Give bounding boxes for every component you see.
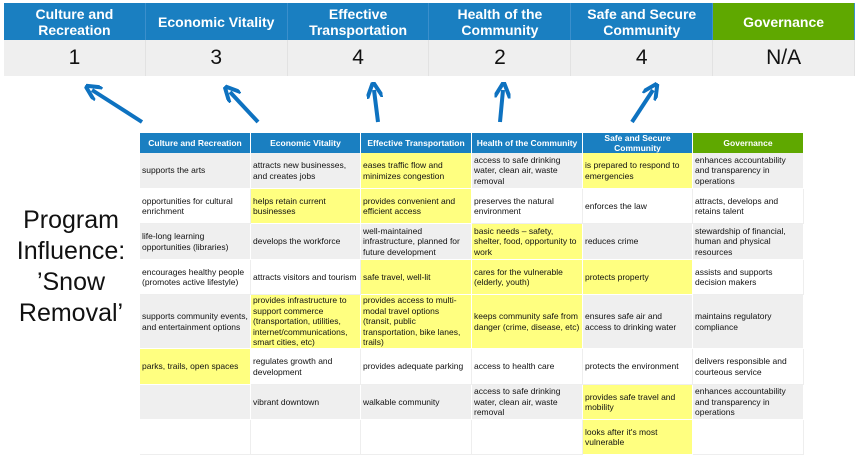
matrix-cell [251, 420, 361, 455]
matrix-cell: develops the workforce [251, 224, 361, 260]
matrix-cell [140, 420, 251, 455]
matrix-header: Health of the Community [472, 133, 583, 153]
matrix-cell: access to safe drinking water, clean air… [472, 385, 583, 420]
matrix-cell: regulates growth and development [251, 349, 361, 385]
matrix-cell [140, 385, 251, 420]
matrix-cell: access to safe drinking water, clean air… [472, 153, 583, 189]
matrix-cell: safe travel, well-lit [361, 260, 472, 295]
matrix-cell: stewardship of financial, human and phys… [693, 224, 804, 260]
matrix-cell: protects property [583, 260, 693, 295]
category-score: 1 [4, 40, 146, 76]
matrix-cell: walkable community [361, 385, 472, 420]
category-score: 4 [571, 40, 714, 76]
matrix-cell: enhances accountability and transparency… [693, 385, 804, 420]
matrix-cell: assists and supports decision makers [693, 260, 804, 295]
matrix-cell: preserves the natural environment [472, 189, 583, 224]
score-table: Culture and Recreation 1 Economic Vitality… [4, 3, 855, 76]
category-score: N/A [713, 40, 855, 76]
category-score: 3 [145, 40, 288, 76]
matrix-cell [693, 420, 804, 455]
category-header: Health of the Community [429, 3, 572, 40]
category-header: Governance [713, 3, 855, 40]
matrix-cell: supports community events, and entertain… [140, 295, 251, 349]
matrix-cell: provides infrastructure to support comme… [251, 295, 361, 349]
category-header: Culture and Recreation [4, 3, 146, 40]
arrow-icon [500, 90, 503, 123]
matrix-cell: encourages healthy people (promotes acti… [140, 260, 251, 295]
matrix-header: Effective Transportation [361, 133, 472, 153]
category-header: Safe and Secure Community [571, 3, 714, 40]
matrix-cell: opportunities for cultural enrichment [140, 189, 251, 224]
matrix-cell: supports the arts [140, 153, 251, 189]
matrix-cell: delivers responsible and courteous servi… [693, 349, 804, 385]
matrix-cell [472, 420, 583, 455]
matrix-cell: maintains regulatory compliance [693, 295, 804, 349]
matrix-cell [361, 420, 472, 455]
program-influence-label: Program Influence: ’Snow Removal’ [16, 206, 126, 327]
category-header: Effective Transportation [287, 3, 430, 40]
matrix-cell: eases traffic flow and minimizes congest… [361, 153, 472, 189]
category-score: 2 [429, 40, 572, 76]
matrix-header: Governance [693, 133, 804, 153]
category-score: 4 [287, 40, 430, 76]
arrow-icon [630, 90, 653, 124]
matrix-cell: attracts new businesses, and creates job… [251, 153, 361, 189]
matrix-cell: attracts, develops and retains talent [693, 189, 804, 224]
matrix-cell: vibrant downtown [251, 385, 361, 420]
matrix-cell: provides access to multi-modal travel op… [361, 295, 472, 349]
matrix-cell: attracts visitors and tourism [251, 260, 361, 295]
category-header: Economic Vitality [145, 3, 288, 40]
matrix-cell: protects the environment [583, 349, 693, 385]
matrix-cell: access to health care [472, 349, 583, 385]
matrix-cell: looks after it's most vulnerable [583, 420, 693, 455]
matrix-cell: well-maintained infrastructure, planned … [361, 224, 472, 260]
matrix-header: Economic Vitality [251, 133, 361, 153]
matrix-cell: basic needs – safety, shelter, food, opp… [472, 224, 583, 260]
matrix-cell: provides safe travel and mobility [583, 385, 693, 420]
matrix-header: Culture and Recreation [140, 133, 251, 153]
matrix-cell: reduces crime [583, 224, 693, 260]
matrix-cell: parks, trails, open spaces [140, 349, 251, 385]
matrix-cell: keeps community safe from danger (crime,… [472, 295, 583, 349]
matrix-cell: enhances accountability and transparency… [693, 153, 804, 189]
matrix-header: Safe and Secure Community [583, 133, 693, 153]
influence-matrix: Culture and Recreation Economic Vitality E… [140, 133, 804, 455]
matrix-cell: provides convenient and efficient access [361, 189, 472, 224]
matrix-cell: helps retain current businesses [251, 189, 361, 224]
arrow-icon [92, 90, 144, 124]
arrow-icon [374, 90, 378, 123]
matrix-cell: cares for the vulnerable (elderly, youth… [472, 260, 583, 295]
matrix-cell: is prepared to respond to emergencies [583, 153, 693, 189]
matrix-cell: enforces the law [583, 189, 693, 224]
matrix-cell: provides adequate parking [361, 349, 472, 385]
arrow-icon [230, 92, 260, 124]
matrix-cell: ensures safe air and access to drinking … [583, 295, 693, 349]
matrix-cell: life-long learning opportunities (librar… [140, 224, 251, 260]
